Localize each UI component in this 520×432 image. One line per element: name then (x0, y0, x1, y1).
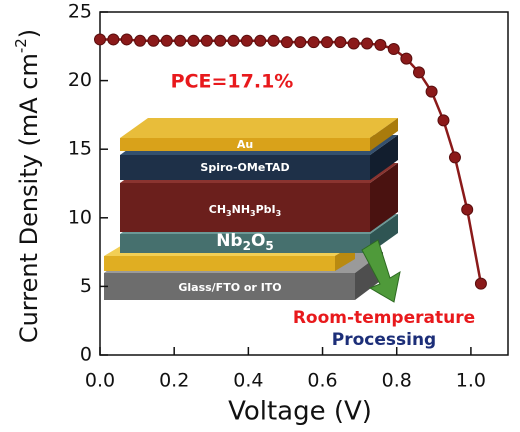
data-point (448, 151, 461, 164)
data-point (294, 36, 307, 49)
device-stack: Au Spiro-OMeTAD CH3NH3PbI3 Nb2O5 Glass/F… (104, 118, 401, 303)
etl-front (120, 234, 370, 253)
x-tick-label: 0.6 (307, 370, 337, 392)
perovskite-front (120, 183, 370, 232)
y-tick-label: 25 (68, 1, 92, 23)
data-point (267, 34, 280, 47)
y-tick-label: 20 (68, 69, 92, 91)
data-point (254, 34, 267, 47)
pce-label: PCE=17.1% (171, 71, 294, 93)
layer-label: Nb2O5 (216, 231, 274, 253)
data-point (374, 38, 387, 51)
data-point (94, 33, 106, 46)
label-part: Nb (216, 231, 242, 251)
data-point (387, 43, 400, 56)
y-tick-label: 5 (80, 275, 92, 297)
data-point (334, 36, 347, 49)
data-point (107, 33, 120, 46)
data-point (474, 277, 487, 290)
plot-frame (99, 11, 509, 356)
data-point (174, 34, 187, 47)
layer-label: Glass/FTO or ITO (178, 281, 281, 294)
label-part: CH (209, 203, 226, 216)
fto-front (104, 256, 335, 271)
label-part: 2 (243, 239, 251, 253)
label-part: NH (232, 203, 250, 216)
data-point (147, 34, 160, 47)
label-part: 3 (226, 209, 232, 218)
y-tick-label: 15 (68, 138, 92, 160)
label-part: ) (15, 29, 43, 38)
layer-label: CH3NH3PbI3 (209, 203, 281, 218)
label-part: PbI (256, 203, 276, 216)
data-point (425, 85, 438, 98)
data-point (214, 34, 227, 47)
layer-label: Au (237, 138, 253, 151)
data-point (120, 33, 133, 46)
x-tick-label: 0.0 (85, 370, 115, 392)
label-part: O (251, 231, 265, 251)
data-point (227, 34, 240, 47)
spiro-front (120, 155, 370, 180)
layer-label: Spiro-OMeTAD (200, 161, 289, 174)
data-point (240, 34, 253, 47)
data-point (200, 34, 213, 47)
y-axis-label: Current Density (mA cm-2) (12, 29, 44, 343)
arrow (361, 239, 401, 303)
au-front (120, 138, 370, 151)
y-tick-label: 10 (68, 206, 92, 228)
x-tick-label: 0.2 (159, 370, 189, 392)
x-tick-label: 0.4 (233, 370, 263, 392)
label-part: -2 (12, 38, 30, 53)
data-point (461, 203, 474, 216)
substrate-front (104, 273, 355, 300)
label-part: 5 (265, 239, 273, 253)
data-point (400, 52, 413, 65)
label-part: 3 (250, 209, 256, 218)
data-point (347, 37, 360, 50)
data-point (280, 36, 293, 49)
au-top (120, 118, 398, 138)
x-tick-label: 1.0 (456, 370, 486, 392)
label-part: 3 (276, 209, 282, 218)
data-point (361, 37, 374, 50)
spiro-side (370, 135, 398, 180)
au-side (370, 118, 398, 151)
process-label: Room-temperature (293, 308, 475, 328)
perovskite-side (370, 163, 398, 232)
data-point (160, 34, 173, 47)
label-part: Current Density (mA cm (15, 53, 43, 343)
y-tick-label: 0 (80, 344, 92, 366)
data-point (320, 36, 333, 49)
data-point (134, 34, 147, 47)
data-point (437, 114, 450, 127)
data-point (307, 36, 320, 49)
data-point (187, 34, 200, 47)
data-point (412, 66, 425, 79)
x-axis-label: Voltage (V) (228, 397, 372, 427)
process-label: Processing (332, 330, 436, 350)
x-tick-label: 0.8 (382, 370, 412, 392)
